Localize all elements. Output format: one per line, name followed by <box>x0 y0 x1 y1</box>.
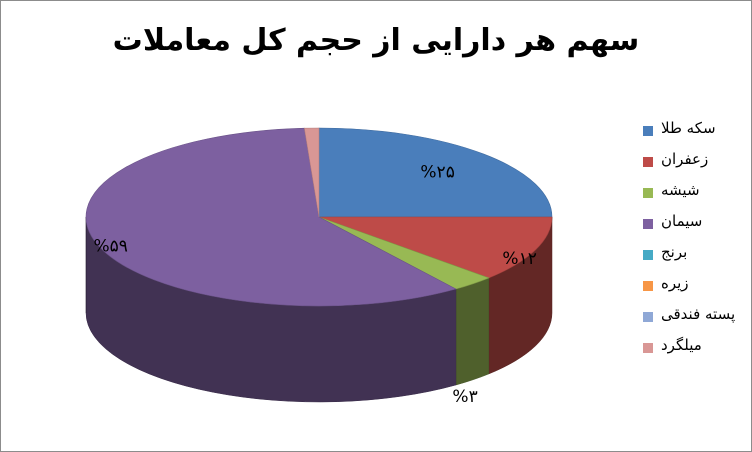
pie-slice-0 <box>318 127 553 218</box>
legend-label: سکه طلا <box>661 119 716 137</box>
legend-swatch <box>643 343 653 353</box>
legend-item: پسته فندقی <box>637 305 747 336</box>
data-label-0: %۲۵ <box>420 163 454 183</box>
legend-swatch <box>643 250 653 260</box>
pie-side-2 <box>455 277 490 386</box>
legend-swatch <box>643 312 653 322</box>
legend-label: سیمان <box>661 212 703 230</box>
legend-label: پسته فندقی <box>661 305 736 323</box>
legend-item: زیره <box>637 274 747 305</box>
legend-swatch <box>643 281 653 291</box>
legend-item: سکه طلا <box>637 119 747 150</box>
legend-item: سیمان <box>637 212 747 243</box>
legend-label: برنج <box>661 243 688 261</box>
legend-swatch <box>643 157 653 167</box>
legend-swatch <box>643 219 653 229</box>
legend-label: زیره <box>661 274 689 292</box>
legend-label: شیشه <box>661 181 700 199</box>
pie-slice-3 <box>85 127 457 307</box>
data-label-1: %۱۲ <box>502 249 536 269</box>
chart-title: سهم هر دارایی از حجم کل معاملات <box>112 23 640 58</box>
legend-item: میلگرد <box>637 336 747 367</box>
legend-label: زعفران <box>661 150 709 168</box>
legend-item: شیشه <box>637 181 747 212</box>
legend-label: میلگرد <box>661 336 702 354</box>
chart-legend: سکه طلا زعفران شیشه سیمان برنج زیره پسته فندقی… <box>637 119 747 367</box>
data-label-3: %۵۹ <box>94 237 128 257</box>
legend-item: برنج <box>637 243 747 274</box>
legend-swatch <box>643 188 653 198</box>
pie-slice-7 <box>304 127 320 218</box>
legend-item: زعفران <box>637 150 747 181</box>
data-label-2: %۳ <box>452 387 477 407</box>
pie-slice-1 <box>318 216 553 279</box>
legend-swatch <box>643 126 653 136</box>
